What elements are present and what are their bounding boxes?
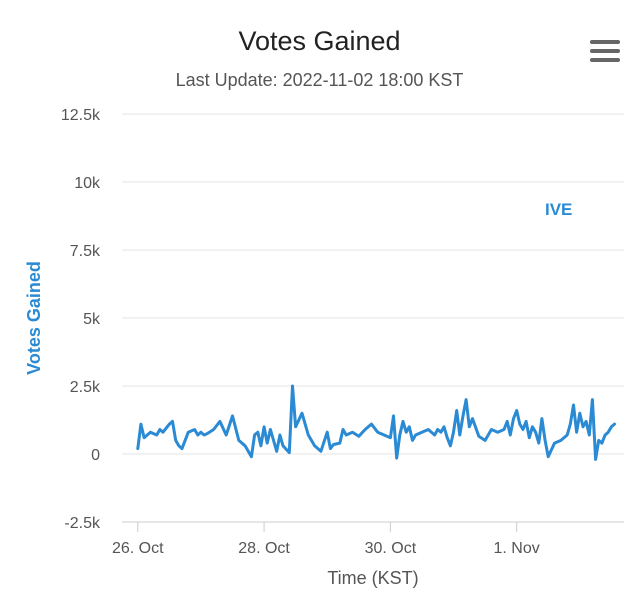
y-tick-label: 0 — [91, 447, 100, 464]
y-axis-ticks: -2.5k 0 2.5k 5k 7.5k 10k 12.5k — [61, 107, 101, 532]
x-tick-label: 26. Oct — [112, 540, 164, 557]
y-tick-label: 10k — [74, 175, 101, 192]
x-axis-ticks: 26. Oct 28. Oct 30. Oct 1. Nov — [112, 522, 540, 557]
menu-icon[interactable] — [590, 40, 620, 62]
grid-lines — [122, 113, 624, 455]
x-tick-label: 28. Oct — [238, 540, 290, 557]
x-tick-label: 1. Nov — [494, 540, 540, 557]
y-tick-label: 12.5k — [61, 107, 101, 124]
y-tick-label: 7.5k — [70, 243, 101, 260]
y-tick-label: -2.5k — [64, 515, 101, 532]
series-line-ive — [136, 384, 616, 461]
chart-title: Votes Gained — [238, 26, 401, 56]
y-tick-label: 5k — [83, 311, 101, 328]
chart-subtitle: Last Update: 2022-11-02 18:00 KST — [175, 70, 464, 90]
y-tick-label: 2.5k — [70, 379, 101, 396]
x-tick-label: 30. Oct — [365, 540, 417, 557]
y-axis-title: Votes Gained — [24, 261, 44, 375]
x-axis-title: Time (KST) — [327, 568, 418, 588]
series-label-ive: IVE — [545, 200, 572, 219]
